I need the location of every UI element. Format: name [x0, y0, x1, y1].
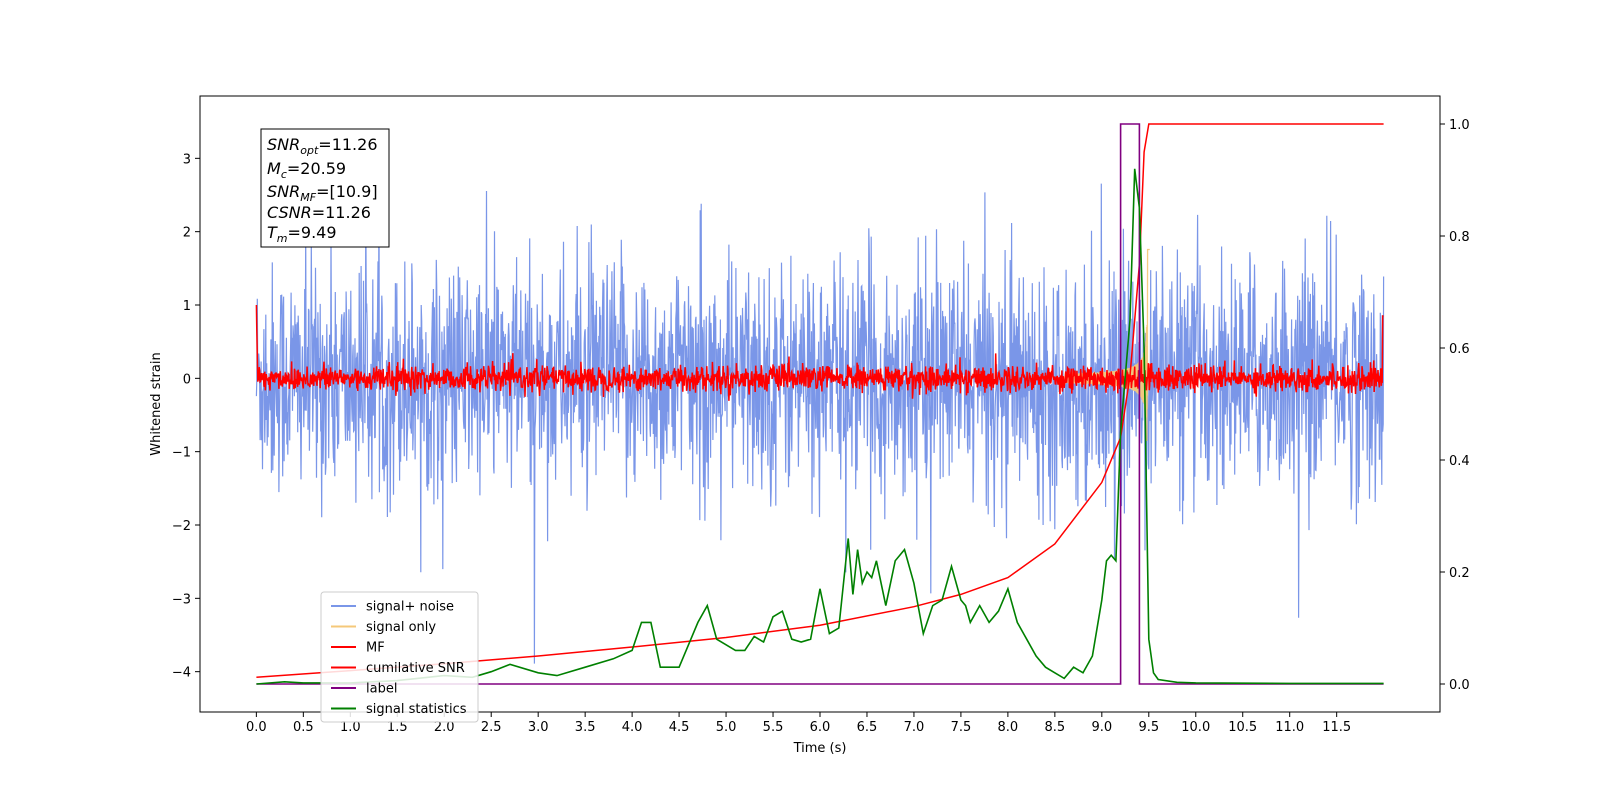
y-axis-right: 1.0 0.8 0.6 0.4 0.2 0.0 — [1440, 118, 1470, 693]
x-tick-label: 0.5 — [293, 720, 314, 735]
legend: signal+ noise signal only MF cumilative SNR… — [320, 591, 479, 723]
legend-label: signal only — [366, 620, 436, 635]
x-tick-label: 10.5 — [1228, 720, 1257, 735]
legend-label: MF — [366, 641, 385, 656]
y-tick-label: −4 — [172, 666, 191, 681]
legend-label: label — [366, 682, 397, 697]
series-signal-statistics — [256, 168, 1384, 685]
x-tick-label: 5.0 — [716, 720, 737, 735]
x-tick-label: 9.5 — [1138, 720, 1159, 735]
x-tick-label: 5.5 — [763, 720, 784, 735]
x-tick-label: 6.0 — [810, 720, 831, 735]
x-tick-label: 11.5 — [1322, 720, 1351, 735]
series-cumulative-snr — [256, 123, 1384, 679]
series-mf — [255, 304, 1384, 401]
y-tick-label: 0 — [183, 372, 191, 387]
x-tick-label: 8.0 — [998, 720, 1019, 735]
y2-tick-label: 0.2 — [1449, 566, 1470, 581]
x-tick-label: 11.0 — [1275, 720, 1304, 735]
info-box: SNRopt=11.26 Mc=20.59 SNRMF=[10.9] CSNR=… — [260, 128, 390, 248]
x-tick-label: 7.0 — [904, 720, 925, 735]
y-tick-label: −2 — [172, 519, 191, 534]
plot-area — [255, 123, 1385, 685]
y-tick-label: 1 — [183, 299, 191, 314]
y2-tick-label: 0.6 — [1449, 342, 1470, 357]
info-csnr: CSNR=11.26 — [267, 203, 371, 222]
x-tick-label: 6.5 — [857, 720, 878, 735]
x-tick-label: 2.5 — [481, 720, 502, 735]
legend-label: signal+ noise — [366, 600, 454, 615]
x-tick-label: 8.5 — [1045, 720, 1066, 735]
info-snr-mf: SNRMF=[10.9] — [267, 182, 378, 204]
legend-label: cumilative SNR — [366, 661, 465, 676]
y-axis-label: Whitened strain — [149, 352, 164, 455]
y-tick-label: −3 — [172, 592, 191, 607]
x-tick-label: 2.0 — [434, 720, 455, 735]
y2-tick-label: 0.8 — [1449, 230, 1470, 245]
x-tick-label: 7.5 — [951, 720, 972, 735]
y-tick-label: 2 — [183, 226, 191, 241]
x-tick-label: 9.0 — [1091, 720, 1112, 735]
y-tick-label: −1 — [172, 446, 191, 461]
y-tick-label: 3 — [183, 152, 191, 167]
x-tick-label: 10.0 — [1181, 720, 1210, 735]
info-snr-opt: SNRopt=11.26 — [267, 135, 378, 157]
x-tick-label: 3.0 — [528, 720, 549, 735]
x-tick-label: 4.5 — [669, 720, 690, 735]
x-tick-label: 4.0 — [622, 720, 643, 735]
x-axis: 0.0 0.5 1.0 1.5 2.0 2.5 3.0 3.5 4.0 4.5 5.0 5.5 6.0 6… — [246, 712, 1351, 735]
info-mc: Mc=20.59 — [267, 159, 346, 181]
x-axis-label: Time (s) — [793, 741, 847, 756]
y2-tick-label: 1.0 — [1449, 118, 1470, 133]
x-tick-label: 1.5 — [387, 720, 408, 735]
info-tm: Tm=9.49 — [267, 223, 337, 245]
series-signal-noise — [255, 160, 1385, 664]
y-axis-left: 3 2 1 0 −1 −2 −3 −4 — [172, 152, 200, 681]
series-label — [256, 123, 1384, 685]
y2-tick-label: 0.0 — [1449, 678, 1470, 693]
x-tick-label: 0.0 — [246, 720, 267, 735]
y2-tick-label: 0.4 — [1449, 454, 1470, 469]
legend-label: signal statistics — [366, 702, 467, 717]
x-tick-label: 3.5 — [575, 720, 596, 735]
x-tick-label: 1.0 — [340, 720, 361, 735]
